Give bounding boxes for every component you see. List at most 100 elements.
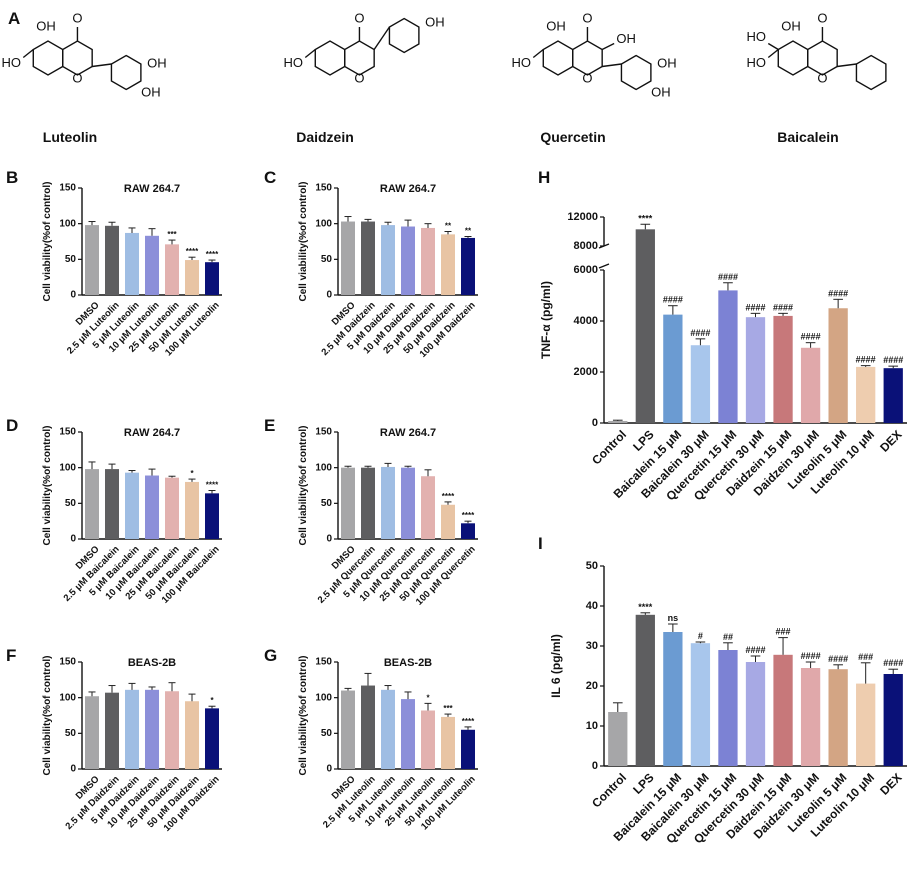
chart-panel-e: E 0 50 100 150 Cell viability(%of control) RAW…	[264, 416, 478, 608]
bar	[461, 523, 475, 539]
bond	[22, 48, 34, 59]
y-axis-label: Cell viability(%of control)	[298, 181, 309, 301]
significance-label: ****	[442, 492, 455, 501]
ring-bond	[314, 40, 346, 76]
atom-label: HO	[512, 55, 532, 70]
bar	[85, 225, 99, 295]
atom-label: OH	[425, 14, 445, 29]
bar	[105, 469, 119, 539]
bar	[773, 315, 793, 423]
y-tick-label: 0	[592, 417, 598, 429]
atom-label: OH	[141, 84, 161, 99]
bar	[105, 692, 119, 769]
bar	[635, 614, 655, 766]
y-tick-label: 8000	[574, 240, 598, 252]
structure-daidzein: O OH HO O	[284, 10, 445, 85]
bar	[883, 674, 903, 766]
chart-title: RAW 264.7	[124, 183, 180, 195]
bar	[205, 493, 219, 539]
atom-label: O	[354, 10, 364, 25]
compound-name: Quercetin	[540, 129, 605, 145]
bond	[532, 48, 544, 59]
y-tick-label: 0	[70, 764, 76, 775]
bar	[441, 504, 455, 539]
bar	[401, 226, 415, 295]
significance-label: ##	[723, 632, 733, 642]
significance-label: ****	[186, 247, 199, 256]
y-axis-label: Cell viability(%of control)	[42, 425, 53, 545]
bar	[461, 237, 475, 295]
bond	[373, 26, 391, 50]
y-tick-label: 0	[326, 534, 332, 545]
chart-title: BEAS-2B	[384, 657, 432, 669]
y-tick-label: 50	[321, 728, 333, 739]
bar	[341, 467, 355, 539]
atom-label: O	[817, 70, 827, 85]
compound-name: Baicalein	[777, 129, 838, 145]
y-tick-label: 100	[59, 462, 76, 473]
y-tick-label: 50	[65, 254, 77, 265]
bar	[635, 229, 655, 423]
bar	[800, 668, 821, 766]
bond	[767, 48, 779, 59]
y-tick-label: 50	[65, 498, 77, 509]
significance-label: *	[210, 696, 214, 705]
y-tick-label: 10	[586, 720, 598, 732]
significance-label: ****	[206, 250, 219, 259]
bond	[92, 63, 112, 68]
y-tick-label: 40	[586, 600, 598, 612]
y-tick-label: 12000	[567, 211, 598, 223]
bar	[185, 481, 199, 539]
bar	[341, 690, 355, 769]
y-tick-label: 50	[321, 498, 333, 509]
bar	[745, 662, 766, 766]
y-tick-label: 6000	[574, 264, 598, 276]
y-tick-label: 150	[59, 427, 76, 438]
bar	[185, 701, 199, 769]
chart-title: RAW 264.7	[124, 427, 180, 439]
significance-label: **	[465, 227, 472, 236]
bar	[421, 710, 435, 769]
chart-title: RAW 264.7	[380, 183, 436, 195]
y-axis-label: IL 6 (pg/ml)	[549, 634, 563, 698]
y-tick-label: 150	[315, 427, 332, 438]
axis-break-mark	[598, 263, 610, 269]
panel-letter: F	[6, 646, 16, 665]
significance-label: **	[445, 222, 452, 231]
significance-label: ####	[801, 332, 821, 342]
ring-bond	[62, 40, 93, 76]
bar	[401, 467, 415, 539]
significance-label: ****	[638, 602, 653, 612]
y-tick-label: 150	[59, 183, 76, 194]
bar	[361, 221, 375, 295]
bar	[608, 712, 628, 766]
y-tick-label: 50	[65, 728, 77, 739]
bar	[341, 221, 355, 295]
bar	[381, 689, 395, 769]
ring-bond	[542, 40, 574, 76]
bond	[304, 48, 316, 59]
significance-label: ####	[883, 658, 903, 668]
significance-label: ####	[745, 645, 765, 655]
bar	[105, 225, 119, 295]
bond	[602, 63, 622, 68]
bar	[608, 420, 628, 423]
significance-label: ####	[801, 651, 821, 661]
ring-bond	[777, 40, 809, 76]
bar	[145, 689, 159, 769]
bar	[85, 696, 99, 769]
bar	[421, 476, 435, 539]
category-label: Control	[589, 427, 629, 467]
significance-label: ***	[443, 704, 453, 713]
ring-bond	[388, 17, 420, 54]
significance-label: ####	[718, 272, 738, 282]
y-tick-label: 4000	[574, 315, 598, 327]
panel-letter: E	[264, 416, 275, 435]
bar	[745, 317, 766, 423]
y-tick-label: 0	[70, 534, 76, 545]
atom-label: O	[817, 10, 827, 25]
structure-baicalein: OH O HO HO O	[747, 10, 887, 91]
bar	[856, 366, 876, 423]
significance-label: ####	[856, 355, 876, 365]
significance-label: ####	[828, 654, 848, 664]
